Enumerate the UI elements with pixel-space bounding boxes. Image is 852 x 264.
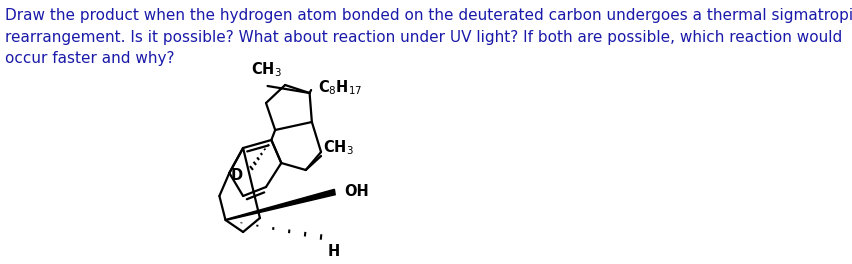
Polygon shape xyxy=(225,189,335,220)
Text: OH: OH xyxy=(344,183,369,199)
Text: C$_8$H$_{17}$: C$_8$H$_{17}$ xyxy=(318,79,362,97)
Text: D: D xyxy=(230,168,242,183)
Text: CH$_3$: CH$_3$ xyxy=(323,138,354,157)
Text: CH$_3$: CH$_3$ xyxy=(251,60,282,79)
Text: Draw the product when the hydrogen atom bonded on the deuterated carbon undergoe: Draw the product when the hydrogen atom … xyxy=(5,8,852,66)
Text: H: H xyxy=(327,244,340,259)
